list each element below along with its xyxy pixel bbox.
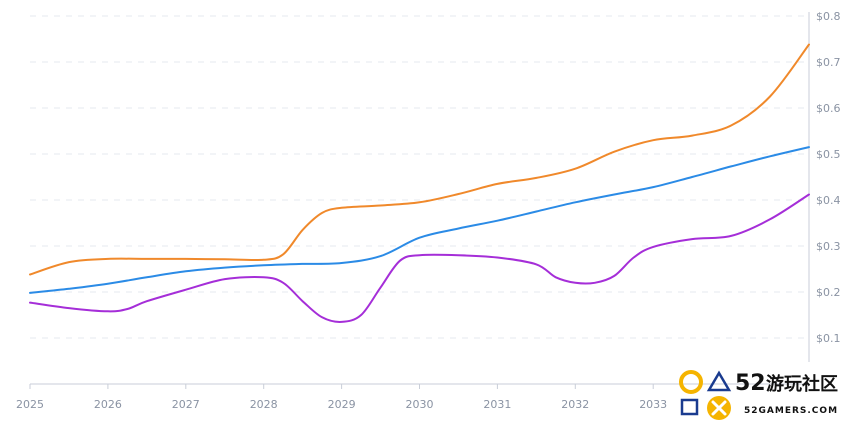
series-line	[29, 193, 810, 323]
series-line	[29, 43, 810, 276]
series-line	[29, 146, 810, 294]
series-group	[29, 43, 810, 323]
x-tick-label: 2033	[639, 398, 667, 411]
y-tick-label: $0.2	[816, 286, 841, 299]
y-tick-label: $0.3	[816, 240, 841, 253]
y-tick-label: $0.5	[816, 148, 841, 161]
y-tick-label: $0.1	[816, 332, 841, 345]
watermark-ring-icon	[679, 370, 703, 394]
x-tick-label: 2026	[94, 398, 122, 411]
watermark-cross-icon	[711, 400, 727, 416]
x-tick-label: 2028	[250, 398, 278, 411]
watermark-url: 52GAMERS.COM	[744, 406, 838, 416]
x-tick-label: 2027	[172, 398, 200, 411]
x-tick-label: 2031	[483, 398, 511, 411]
watermark-logo: 52 游玩社区 52GAMERS.COM	[679, 370, 838, 420]
watermark-number: 52	[735, 371, 766, 396]
watermark-triangle-icon	[706, 370, 732, 392]
y-tick-label: $0.8	[816, 10, 841, 23]
y-tick-label: $0.4	[816, 194, 841, 207]
y-tick-label: $0.7	[816, 56, 841, 69]
x-tick-label: 2025	[16, 398, 44, 411]
x-tick-label: 2030	[406, 398, 434, 411]
watermark-square-icon	[680, 398, 699, 416]
y-tick-label: $0.6	[816, 102, 841, 115]
x-axis: 2025 2026 2027 2028 2029 2030 2031 2032 2033	[16, 383, 809, 411]
y-axis: $0.1 $0.2 $0.3 $0.4 $0.5 $0.6 $0.7 $0.8	[808, 10, 841, 362]
grid-lines	[30, 15, 809, 339]
x-tick-label: 2029	[328, 398, 356, 411]
watermark-cn-text: 游玩社区	[766, 373, 838, 395]
x-tick-label: 2032	[561, 398, 589, 411]
